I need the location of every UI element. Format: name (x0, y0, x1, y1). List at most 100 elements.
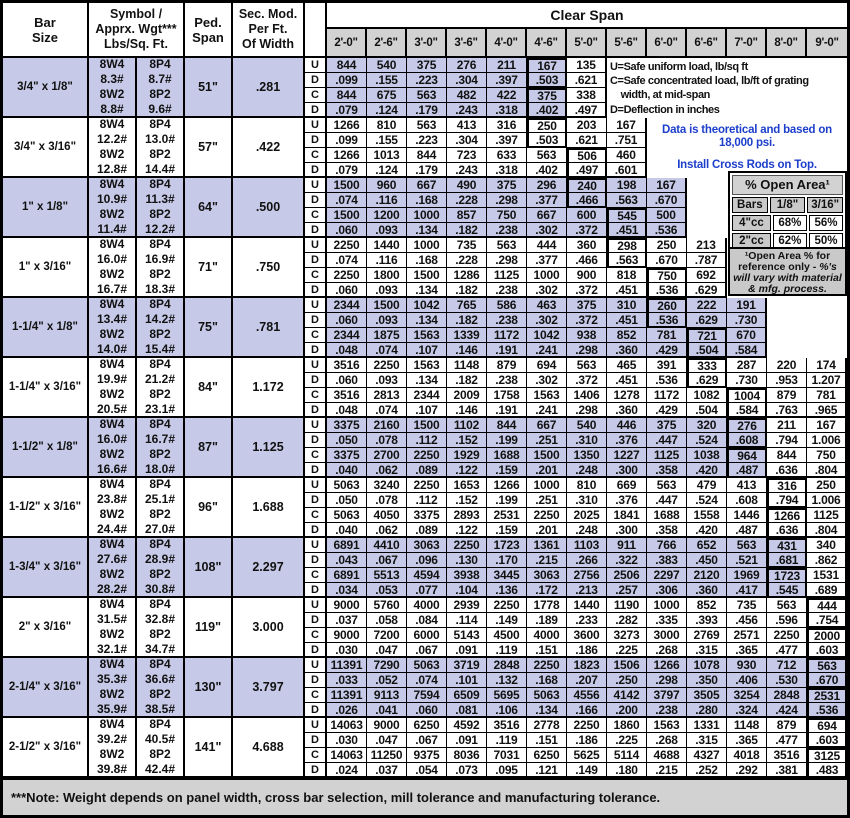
row-type-label: D (305, 403, 327, 418)
deflection-value: .179 (407, 163, 447, 178)
load-value: 220 (767, 358, 807, 373)
sec-mod-cell: .500 (233, 178, 305, 238)
data-row: C 2344 1875 1563 1339 1172 1042 938 852 781 721 670 (305, 328, 847, 343)
row-type-label: D (305, 493, 327, 508)
load-value: 14063 (327, 748, 367, 763)
deflection-value: .040 (327, 523, 367, 538)
load-value: 879 (767, 388, 807, 403)
deflection-value: .155 (367, 133, 407, 148)
load-value: 211 (487, 58, 527, 73)
row-type-label: C (305, 628, 327, 643)
deflection-value: .730 (727, 313, 767, 328)
deflection-value: .238 (487, 373, 527, 388)
open-area-table: % Open Area¹ Bars 1/8" 3/16" 4"cc 68% 56… (728, 171, 847, 253)
deflection-value: .365 (727, 733, 767, 748)
load-value: 1500 (407, 268, 447, 283)
load-value: 360 (567, 238, 607, 253)
load-value: 1042 (527, 328, 567, 343)
load-value: 930 (727, 658, 767, 673)
deflection-value: .037 (327, 613, 367, 628)
load-value: 413 (727, 478, 767, 493)
span-headers-row: 2'-0" 2'-6" 3'-0" 3'-6" 4'-0" 4'-6" 5'-0" 5'-6"… (327, 29, 847, 58)
deflection-value: .804 (807, 463, 847, 478)
symbol-weight-p-cell: 8P4 40.5# 8P2 42.4# (137, 717, 185, 778)
deflection-value: .608 (727, 493, 767, 508)
deflection-value: .862 (807, 553, 847, 568)
load-value: 1266 (487, 478, 527, 493)
deflection-value: .298 (647, 673, 687, 688)
load-value: 545 (607, 208, 647, 223)
deflection-value: .152 (447, 493, 487, 508)
symbol-weight-w-cell: 8W4 19.9# 8W2 20.5# (89, 357, 137, 418)
load-value: 879 (487, 358, 527, 373)
deflection-value: .360 (607, 343, 647, 358)
load-value: 1331 (687, 718, 727, 733)
bar-size-cell: 1-1/2" x 1/8" (3, 418, 89, 478)
row-type-label: C (305, 208, 327, 223)
deflection-value: .130 (447, 553, 487, 568)
load-value: 2009 (447, 388, 487, 403)
span-column-header: 7'-0" (727, 29, 767, 58)
deflection-value: .134 (527, 703, 567, 718)
deflection-value: .062 (367, 463, 407, 478)
span-column-header: 8'-0" (767, 29, 807, 58)
deflection-value: .074 (327, 193, 367, 208)
load-value: 712 (767, 658, 807, 673)
psi-note: Data is theoretical and based on 18,000 … (662, 124, 832, 150)
empty-cell (767, 343, 807, 358)
row-type-label: U (305, 358, 327, 373)
load-value: 844 (327, 58, 367, 73)
load-value: 4594 (407, 568, 447, 583)
deflection-value: .406 (727, 673, 767, 688)
load-value: 1558 (687, 508, 727, 523)
theoretical-notes: Data is theoretical and based on 18,000 … (647, 118, 847, 178)
load-value: 563 (527, 148, 567, 163)
load-value: 750 (487, 208, 527, 223)
load-value: 3063 (407, 538, 447, 553)
weight-note: ***Note: Weight depends on panel width, … (11, 790, 661, 805)
deflection-value: .302 (527, 283, 567, 298)
load-grid: U 3516 2250 1563 1148 879 694 563 465 391 333 287 22… (305, 358, 847, 418)
load-value: 9000 (367, 718, 407, 733)
row-type-label: D (305, 133, 327, 148)
data-row: C 14063 11250 9375 8036 7031 6250 5625 5114 4688 4… (305, 748, 847, 763)
load-value: 3445 (487, 568, 527, 583)
load-value: 633 (487, 148, 527, 163)
deflection-value: .053 (367, 583, 407, 598)
row-type-label: D (305, 373, 327, 388)
deflection-value: .521 (727, 553, 767, 568)
deflection-value: .601 (607, 163, 647, 178)
deflection-value: .037 (367, 763, 407, 778)
load-value: 2250 (407, 448, 447, 463)
load-value: 391 (647, 358, 687, 373)
deflection-value: .670 (807, 673, 847, 688)
deflection-value: .089 (407, 463, 447, 478)
deflection-value: .304 (447, 133, 487, 148)
deflection-value: .324 (727, 703, 767, 718)
load-value: 2025 (567, 508, 607, 523)
deflection-value: .429 (647, 343, 687, 358)
load-grid: U 11391 7290 5063 3719 2848 2250 1823 1506 1266 10… (305, 658, 847, 718)
deflection-value: .050 (327, 493, 367, 508)
deflection-value: .670 (647, 253, 687, 268)
symbol-weight-w-cell: 8W4 16.0# 8W2 16.6# (89, 417, 137, 478)
load-value: 375 (407, 58, 447, 73)
load-value: 2297 (647, 568, 687, 583)
load-value: 240 (567, 178, 607, 193)
load-value: 675 (367, 88, 407, 103)
load-value: 1266 (647, 658, 687, 673)
table-header: Bar Size Symbol / Apprx. Wgt*** Lbs/Sq. … (3, 3, 847, 58)
symbol-weight-p-cell: 8P4 28.9# 8P2 30.8# (137, 537, 185, 598)
load-value: 135 (567, 58, 607, 73)
load-value: 563 (727, 538, 767, 553)
row-type-label: D (305, 73, 327, 88)
load-value: 2250 (327, 238, 367, 253)
load-value: 667 (527, 418, 567, 433)
deflection-value: .168 (407, 253, 447, 268)
row-type-label: C (305, 688, 327, 703)
deflection-value: .450 (687, 553, 727, 568)
load-value: 167 (527, 58, 567, 73)
deflection-value: .060 (407, 703, 447, 718)
load-value: 721 (687, 328, 727, 343)
deflection-value: .302 (527, 313, 567, 328)
